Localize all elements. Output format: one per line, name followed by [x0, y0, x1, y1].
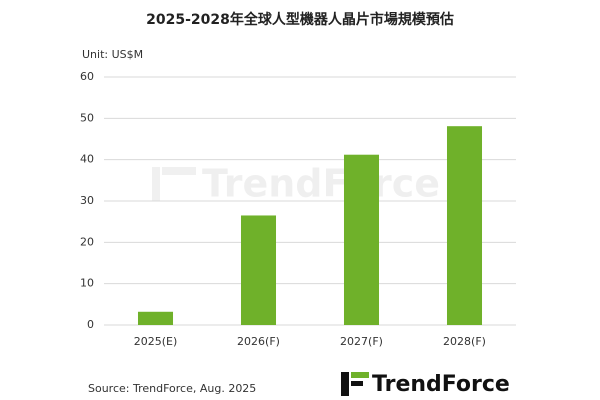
chart-title: 2025-2028年全球人型機器人晶片市場規模預估 [146, 11, 454, 28]
unit-label: Unit: US$M [82, 48, 143, 61]
watermark: TrendForce [152, 162, 440, 206]
logo-icon [351, 381, 363, 386]
bar [137, 311, 174, 325]
x-tick-label: 2025(E) [134, 335, 178, 348]
logo-text: TrendForce [372, 372, 510, 397]
x-tick-label: 2026(F) [237, 335, 280, 348]
watermark-icon [162, 167, 196, 175]
source-note: Source: TrendForce, Aug. 2025 [88, 382, 256, 395]
logo-icon [341, 372, 349, 396]
bar [343, 154, 380, 325]
y-tick-label: 40 [80, 153, 94, 166]
x-tick-label: 2027(F) [340, 335, 383, 348]
logo: TrendForce [341, 372, 510, 397]
logo-icon [351, 372, 369, 378]
watermark-icon [152, 167, 160, 201]
y-tick-label: 20 [80, 235, 94, 248]
x-tick-label: 2028(F) [443, 335, 486, 348]
y-tick-label: 50 [80, 111, 94, 124]
y-tick-label: 10 [80, 277, 94, 290]
watermark-text: TrendForce [202, 162, 440, 206]
y-tick-label: 30 [80, 194, 94, 207]
bar [240, 215, 277, 325]
bar [446, 126, 483, 325]
y-tick-label: 0 [87, 318, 94, 331]
y-tick-label: 60 [80, 70, 94, 83]
